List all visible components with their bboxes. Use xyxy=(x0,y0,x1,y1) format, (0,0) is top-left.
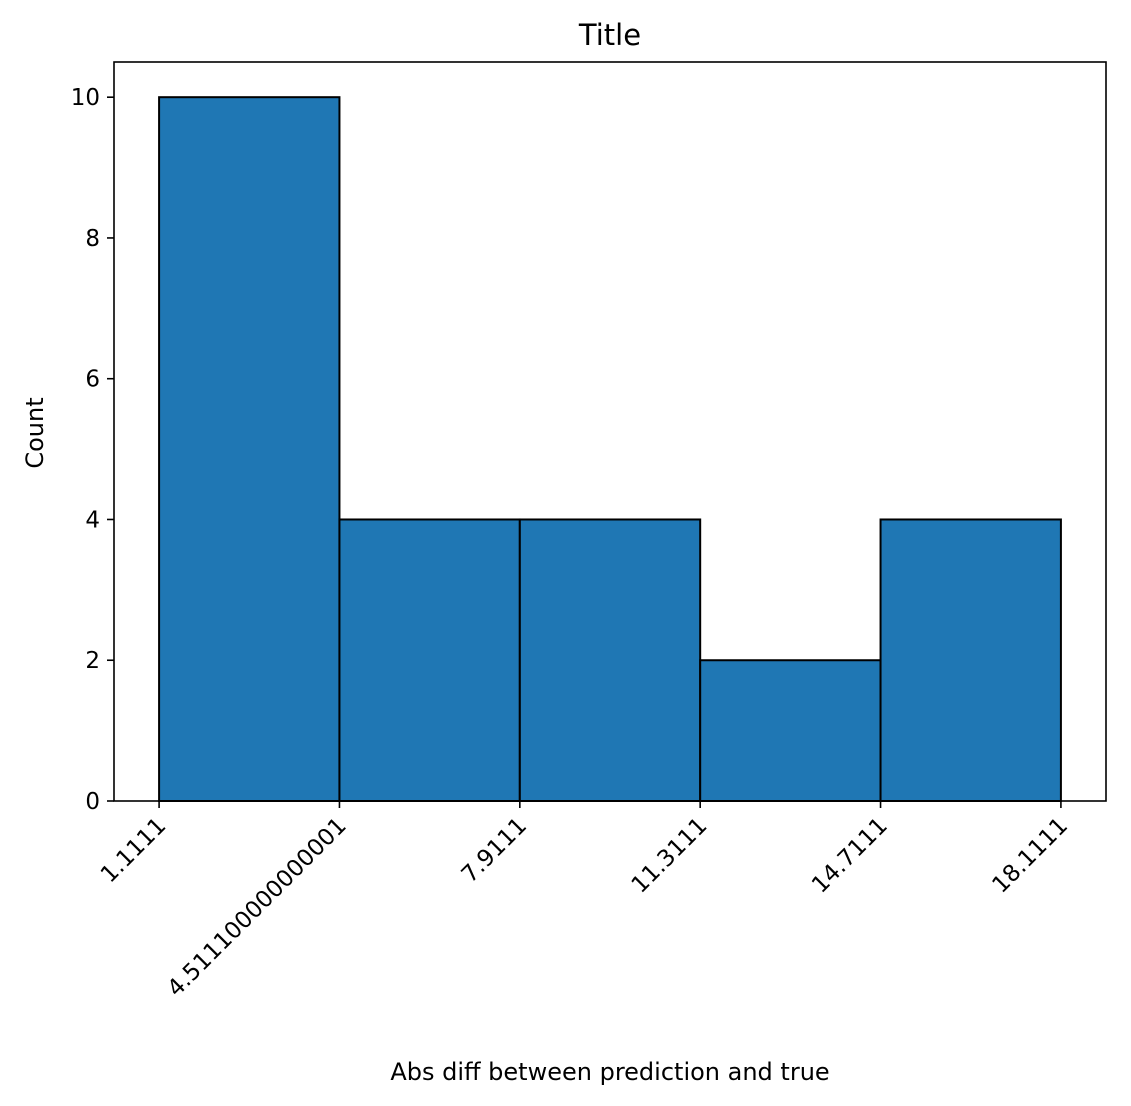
histogram-bar xyxy=(699,659,882,802)
bars-group xyxy=(158,96,1062,802)
histogram-bar xyxy=(879,518,1062,802)
x-axis-label: Abs diff between prediction and true xyxy=(390,1058,829,1086)
x-tick-label: 1.1111 xyxy=(96,813,171,888)
histogram-bar xyxy=(338,518,521,802)
y-axis-label: Count xyxy=(21,397,49,468)
y-tick-label: 0 xyxy=(85,789,100,815)
y-tick-label: 8 xyxy=(85,226,100,252)
chart-title: Title xyxy=(578,18,641,52)
x-tick-label: 14.7111 xyxy=(807,813,893,899)
y-tick-label: 2 xyxy=(85,648,100,674)
y-tick-label: 10 xyxy=(71,85,100,111)
histogram-bar xyxy=(158,96,341,802)
y-tick-label: 4 xyxy=(85,507,100,533)
plot-frame xyxy=(113,61,1107,802)
x-tick-label: 4.511100000000001 xyxy=(163,813,352,1002)
x-tick-label: 11.3111 xyxy=(627,813,713,899)
x-tick-label: 18.1111 xyxy=(988,813,1074,899)
y-axis: 0 2 4 6 8 10 xyxy=(71,85,114,815)
x-tick-label: 7.9111 xyxy=(457,813,532,888)
histogram-bar xyxy=(518,518,702,802)
y-tick-label: 6 xyxy=(85,367,100,393)
